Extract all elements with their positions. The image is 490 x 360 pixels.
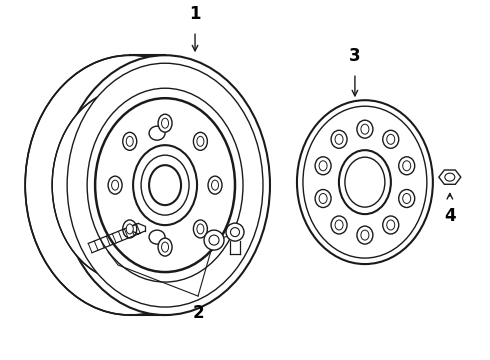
Ellipse shape bbox=[60, 55, 270, 315]
Ellipse shape bbox=[208, 176, 222, 194]
Ellipse shape bbox=[315, 189, 331, 207]
Ellipse shape bbox=[87, 88, 243, 282]
Ellipse shape bbox=[303, 106, 427, 258]
Ellipse shape bbox=[67, 63, 263, 307]
Ellipse shape bbox=[108, 176, 122, 194]
Ellipse shape bbox=[212, 180, 219, 190]
Ellipse shape bbox=[149, 230, 165, 244]
Ellipse shape bbox=[331, 216, 347, 234]
Ellipse shape bbox=[319, 161, 327, 171]
Polygon shape bbox=[439, 170, 461, 184]
Ellipse shape bbox=[194, 220, 207, 238]
Ellipse shape bbox=[52, 88, 208, 282]
Ellipse shape bbox=[158, 238, 172, 256]
Ellipse shape bbox=[126, 136, 133, 146]
Ellipse shape bbox=[197, 224, 204, 234]
Ellipse shape bbox=[339, 150, 391, 214]
Ellipse shape bbox=[399, 189, 415, 207]
Text: 3: 3 bbox=[349, 47, 361, 65]
Ellipse shape bbox=[357, 226, 373, 244]
Ellipse shape bbox=[387, 220, 395, 230]
Ellipse shape bbox=[25, 55, 235, 315]
Ellipse shape bbox=[383, 216, 399, 234]
Ellipse shape bbox=[95, 98, 235, 272]
Ellipse shape bbox=[345, 157, 385, 207]
Ellipse shape bbox=[331, 130, 347, 148]
Text: 1: 1 bbox=[189, 5, 201, 23]
Ellipse shape bbox=[133, 145, 197, 225]
Ellipse shape bbox=[335, 134, 343, 144]
Ellipse shape bbox=[335, 220, 343, 230]
Ellipse shape bbox=[399, 157, 415, 175]
Ellipse shape bbox=[162, 242, 169, 252]
Ellipse shape bbox=[297, 100, 433, 264]
Ellipse shape bbox=[126, 224, 133, 234]
Ellipse shape bbox=[226, 223, 244, 241]
Ellipse shape bbox=[149, 165, 181, 205]
Ellipse shape bbox=[158, 114, 172, 132]
Ellipse shape bbox=[361, 230, 369, 240]
Ellipse shape bbox=[357, 120, 373, 138]
Ellipse shape bbox=[122, 220, 137, 238]
Ellipse shape bbox=[162, 118, 169, 128]
Ellipse shape bbox=[361, 124, 369, 134]
Ellipse shape bbox=[194, 132, 207, 150]
Ellipse shape bbox=[204, 230, 224, 250]
Ellipse shape bbox=[403, 194, 411, 203]
Ellipse shape bbox=[122, 132, 137, 150]
Ellipse shape bbox=[445, 173, 455, 181]
Ellipse shape bbox=[141, 155, 189, 215]
Ellipse shape bbox=[197, 136, 204, 146]
Ellipse shape bbox=[383, 130, 399, 148]
Ellipse shape bbox=[209, 235, 219, 245]
Ellipse shape bbox=[403, 161, 411, 171]
Ellipse shape bbox=[112, 180, 119, 190]
Ellipse shape bbox=[387, 134, 395, 144]
Ellipse shape bbox=[315, 157, 331, 175]
Ellipse shape bbox=[230, 228, 240, 237]
Text: 4: 4 bbox=[444, 207, 456, 225]
Text: 2: 2 bbox=[192, 304, 204, 322]
Ellipse shape bbox=[319, 194, 327, 203]
Ellipse shape bbox=[149, 126, 165, 140]
